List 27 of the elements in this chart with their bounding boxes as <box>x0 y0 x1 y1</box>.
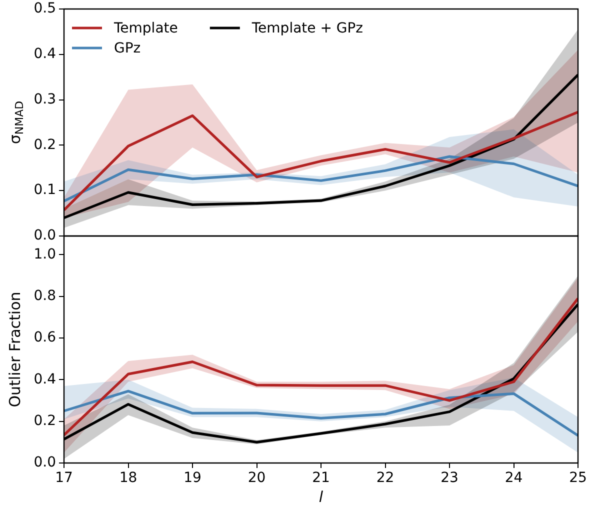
y-axis-title: σNMAD <box>6 100 26 144</box>
x-tick-label: 23 <box>440 470 458 486</box>
y-tick-label: 0.3 <box>34 91 56 108</box>
x-tick-label: 24 <box>504 470 523 486</box>
y-tick-label: 0.2 <box>34 412 56 429</box>
y-tick-label: 0.8 <box>34 288 56 304</box>
x-tick-label: 19 <box>184 470 202 486</box>
y-tick-label: 0.4 <box>34 371 56 388</box>
y-axis-title: Outlier Fraction <box>6 292 24 408</box>
y-tick-label: 0.1 <box>34 182 56 198</box>
y-tick-label: 0.0 <box>34 228 56 244</box>
x-tick-label: 20 <box>248 470 266 486</box>
x-tick-label: 25 <box>569 470 587 486</box>
y-tick-label: 0.0 <box>34 454 56 471</box>
x-axis-title: l <box>318 488 324 506</box>
x-tick-label: 21 <box>312 470 330 486</box>
y-tick-label: 0.6 <box>34 330 56 346</box>
legend-label: GPz <box>114 40 141 57</box>
y-tick-label: 0.4 <box>34 46 56 62</box>
legend-label: Template + GPz <box>250 20 364 37</box>
x-tick-label: 18 <box>119 470 138 486</box>
legend-label: Template <box>113 20 178 37</box>
x-tick-label: 22 <box>376 470 394 486</box>
x-tick-label: 17 <box>55 470 73 486</box>
y-tick-label: 0.2 <box>34 136 56 153</box>
y-tick-label: 0.5 <box>34 0 56 17</box>
y-tick-label: 1.0 <box>34 246 56 262</box>
